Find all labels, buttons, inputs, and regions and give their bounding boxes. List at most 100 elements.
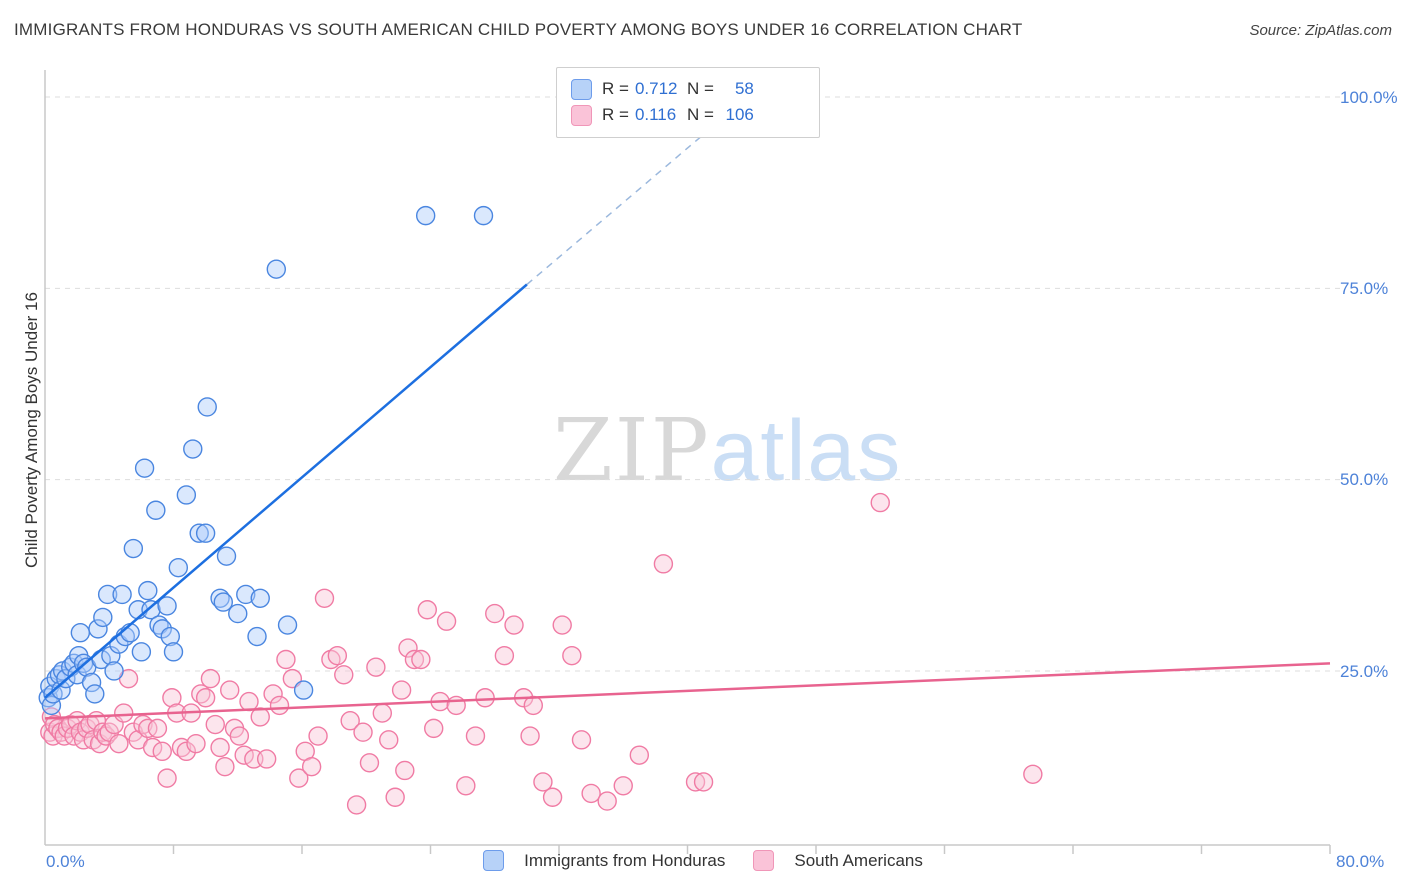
scatter-point-south-americans[interactable] <box>395 760 415 781</box>
scatter-point-south-americans[interactable] <box>629 745 650 765</box>
scatter-point-honduras[interactable] <box>112 584 132 605</box>
scatter-point-south-americans[interactable] <box>653 554 674 574</box>
scatter-point-south-americans[interactable] <box>340 711 360 731</box>
scatter-point-south-americans[interactable] <box>385 787 405 807</box>
scatter-point-honduras[interactable] <box>415 205 436 226</box>
scatter-point-south-americans[interactable] <box>411 649 431 670</box>
scatter-point-south-americans[interactable] <box>210 737 230 758</box>
scatter-point-honduras[interactable] <box>247 626 267 647</box>
scatter-point-south-americans[interactable] <box>308 726 328 746</box>
scatter-point-honduras[interactable] <box>141 600 161 620</box>
scatter-point-honduras[interactable] <box>293 680 314 700</box>
scatter-point-south-americans[interactable] <box>446 695 466 716</box>
scatter-point-honduras[interactable] <box>236 584 256 605</box>
scatter-point-south-americans[interactable] <box>314 588 335 608</box>
scatter-point-honduras[interactable] <box>104 661 124 681</box>
scatter-point-honduras[interactable] <box>93 607 113 628</box>
scatter-point-south-americans[interactable] <box>186 733 206 754</box>
scatter-point-south-americans[interactable] <box>1023 764 1043 784</box>
scatter-point-south-americans[interactable] <box>334 665 354 685</box>
scatter-point-south-americans[interactable] <box>327 645 348 666</box>
scatter-point-south-americans[interactable] <box>353 722 373 742</box>
scatter-point-south-americans[interactable] <box>613 776 633 796</box>
scatter-point-south-americans[interactable] <box>263 684 283 704</box>
scatter-point-south-americans[interactable] <box>597 791 617 811</box>
scatter-point-south-americans[interactable] <box>234 745 254 765</box>
scatter-point-south-americans[interactable] <box>571 730 592 750</box>
scatter-point-south-americans[interactable] <box>114 703 134 723</box>
scatter-point-honduras[interactable] <box>70 623 91 643</box>
scatter-point-honduras[interactable] <box>120 623 140 643</box>
scatter-point-south-americans[interactable] <box>520 726 540 746</box>
scatter-point-south-americans[interactable] <box>485 603 505 624</box>
scatter-point-honduras[interactable] <box>138 580 158 601</box>
scatter-point-honduras[interactable] <box>134 458 155 478</box>
scatter-point-honduras[interactable] <box>277 615 298 635</box>
scatter-point-south-americans[interactable] <box>220 680 240 700</box>
scatter-point-honduras[interactable] <box>266 259 286 279</box>
scatter-point-south-americans[interactable] <box>870 492 890 513</box>
scatter-point-south-americans[interactable] <box>215 756 235 777</box>
scatter-point-south-americans[interactable] <box>424 718 444 739</box>
scatter-point-south-americans[interactable] <box>250 707 270 727</box>
scatter-point-south-americans[interactable] <box>436 611 457 631</box>
scatter-point-south-americans[interactable] <box>152 741 172 762</box>
scatter-point-south-americans[interactable] <box>417 600 437 620</box>
scatter-point-south-americans[interactable] <box>142 737 163 758</box>
scatter-point-south-americans[interactable] <box>504 615 524 635</box>
scatter-point-south-americans[interactable] <box>523 695 543 716</box>
scatter-point-south-americans[interactable] <box>581 783 601 804</box>
legend-item-south-americans[interactable]: South Americans <box>753 850 923 871</box>
scatter-point-south-americans[interactable] <box>685 772 706 792</box>
scatter-point-honduras[interactable] <box>85 684 105 704</box>
scatter-point-honduras[interactable] <box>131 642 152 662</box>
scatter-point-south-americans[interactable] <box>301 756 322 777</box>
scatter-point-honduras[interactable] <box>157 596 177 616</box>
scatter-point-south-americans[interactable] <box>239 691 259 712</box>
scatter-point-south-americans[interactable] <box>456 776 476 796</box>
scatter-point-honduras[interactable] <box>473 205 494 226</box>
scatter-point-south-americans[interactable] <box>372 703 393 723</box>
scatter-point-honduras[interactable] <box>146 500 166 520</box>
legend-item-honduras[interactable]: Immigrants from Honduras <box>483 850 725 871</box>
scatter-point-south-americans[interactable] <box>157 768 177 788</box>
scatter-point-honduras[interactable] <box>97 584 118 605</box>
scatter-point-honduras[interactable] <box>250 588 270 608</box>
scatter-point-south-americans[interactable] <box>404 649 425 670</box>
scatter-point-south-americans[interactable] <box>289 768 309 788</box>
scatter-point-honduras[interactable] <box>163 642 184 662</box>
scatter-point-honduras[interactable] <box>176 485 197 505</box>
scatter-point-south-americans[interactable] <box>475 688 495 708</box>
scatter-point-honduras[interactable] <box>216 546 237 566</box>
scatter-point-south-americans[interactable] <box>366 657 386 677</box>
scatter-point-honduras[interactable] <box>189 523 209 543</box>
scatter-point-honduras[interactable] <box>123 538 144 559</box>
scatter-point-south-americans[interactable] <box>346 795 367 815</box>
scatter-point-honduras[interactable] <box>195 523 216 543</box>
scatter-point-south-americans[interactable] <box>552 615 572 635</box>
scatter-point-honduras[interactable] <box>81 672 102 693</box>
scatter-point-honduras[interactable] <box>160 626 180 647</box>
scatter-point-south-americans[interactable] <box>195 688 216 708</box>
scatter-point-honduras[interactable] <box>168 557 189 578</box>
scatter-point-honduras[interactable] <box>197 397 217 417</box>
scatter-point-south-americans[interactable] <box>542 787 563 807</box>
scatter-point-south-americans[interactable] <box>533 772 553 792</box>
scatter-point-south-americans[interactable] <box>282 668 303 689</box>
scatter-point-south-americans[interactable] <box>147 718 168 739</box>
scatter-point-south-americans[interactable] <box>494 645 515 666</box>
scatter-point-south-americans[interactable] <box>693 772 714 792</box>
scatter-point-south-americans[interactable] <box>269 695 290 716</box>
scatter-point-south-americans[interactable] <box>562 645 582 666</box>
scatter-point-south-americans[interactable] <box>256 749 277 769</box>
scatter-point-south-americans[interactable] <box>109 733 129 754</box>
scatter-point-honduras[interactable] <box>183 439 203 459</box>
scatter-point-south-americans[interactable] <box>176 741 197 762</box>
scatter-point-south-americans[interactable] <box>398 638 418 658</box>
scatter-point-south-americans[interactable] <box>379 730 399 750</box>
scatter-point-south-americans[interactable] <box>200 668 221 689</box>
scatter-point-south-americans[interactable] <box>205 714 225 735</box>
scatter-point-honduras[interactable] <box>228 603 248 624</box>
scatter-point-south-americans[interactable] <box>359 753 380 773</box>
scatter-point-honduras[interactable] <box>88 619 108 639</box>
